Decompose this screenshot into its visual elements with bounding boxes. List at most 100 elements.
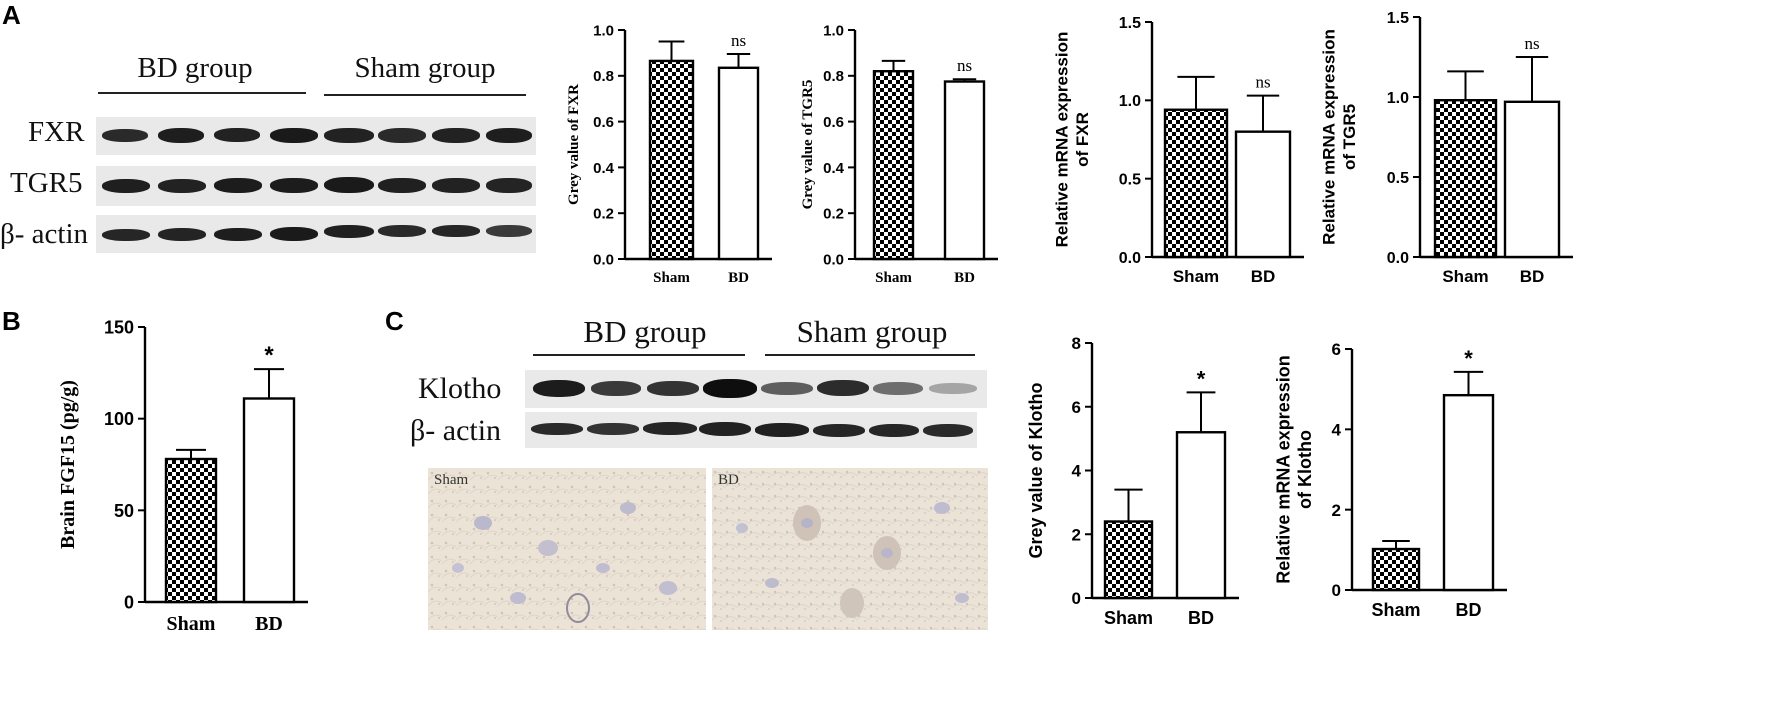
bar-chart-3: 0.0 0.5 1.0 1.5 Sham ns BD Relative mRNA expres… bbox=[1052, 15, 1304, 286]
micrograph-label: BD bbox=[718, 472, 739, 488]
panel-letter-b: B bbox=[2, 306, 21, 336]
band bbox=[432, 178, 480, 193]
band bbox=[324, 128, 374, 143]
bar-bd bbox=[717, 66, 760, 261]
bar-chart-1: 0.0 0.2 0.4 0.6 0.8 1.0 Sham ns BD Grey value of … bbox=[566, 22, 772, 286]
y-tick-label: 8 bbox=[1072, 334, 1081, 353]
group-label-bd: BD group bbox=[583, 314, 707, 349]
y-axis-label: Brain FGF15 (pg/g) bbox=[57, 380, 79, 549]
y-tick-label: 0.4 bbox=[593, 160, 615, 177]
band bbox=[587, 423, 639, 435]
x-category-label: Sham bbox=[875, 270, 912, 286]
y-axis-label-line: Relative mRNA expression bbox=[1319, 29, 1338, 245]
band bbox=[699, 422, 751, 436]
y-tick-label: 0.0 bbox=[1387, 250, 1409, 267]
band bbox=[378, 178, 426, 193]
bar-sham bbox=[164, 457, 218, 604]
micrograph-texture bbox=[428, 468, 706, 630]
y-tick-label: 1.0 bbox=[823, 22, 844, 39]
y-tick-label: 50 bbox=[114, 501, 134, 521]
blot-row-label-fxr: FXR bbox=[28, 116, 85, 148]
blot-row-label-klotho: Klotho bbox=[418, 372, 502, 405]
y-tick-label: 0.6 bbox=[593, 114, 614, 131]
x-category-label: Sham bbox=[1442, 267, 1488, 286]
y-tick-label: 4 bbox=[1072, 462, 1082, 481]
y-tick-label: 0.0 bbox=[1119, 250, 1141, 267]
bar-chart-2: 0.0 0.2 0.4 0.6 0.8 1.0 Sham ns BD Grey value of … bbox=[800, 22, 998, 286]
group-label-sham: Sham group bbox=[354, 52, 496, 84]
x-category-label: BD bbox=[954, 270, 975, 286]
y-axis-label-line: Relative mRNA expression bbox=[1052, 32, 1071, 248]
x-category-label: BD bbox=[1456, 600, 1482, 620]
band bbox=[432, 128, 480, 143]
y-tick-label: 0.6 bbox=[823, 114, 844, 131]
band bbox=[533, 380, 585, 397]
x-category-label: Sham bbox=[1173, 267, 1219, 286]
y-axis-label-line: of FXR bbox=[1073, 112, 1092, 167]
y-axis-label: Relative mRNA expressionof FXR bbox=[1052, 32, 1091, 248]
x-category-label: BD bbox=[255, 613, 283, 635]
y-tick-label: 0 bbox=[1332, 581, 1341, 600]
band bbox=[817, 380, 869, 396]
y-axis-label: Relative mRNA expressionof Klotho bbox=[1273, 355, 1315, 583]
x-category-label: BD bbox=[1251, 267, 1276, 286]
group-label-bd: BD group bbox=[137, 52, 253, 84]
significance-label: ns bbox=[1524, 34, 1539, 53]
y-tick-label: 2 bbox=[1332, 501, 1341, 520]
group-line-bd bbox=[533, 354, 745, 356]
band bbox=[102, 229, 150, 241]
bar-bd bbox=[1503, 100, 1561, 259]
y-axis-label-line: Grey value of Klotho bbox=[1026, 382, 1046, 558]
band bbox=[378, 128, 426, 143]
bar-bd bbox=[1175, 431, 1227, 600]
y-tick-label: 0.2 bbox=[823, 206, 844, 223]
blot-strip-tgr5 bbox=[96, 166, 536, 206]
y-axis-label: Grey value of TGR5 bbox=[800, 80, 816, 210]
band bbox=[270, 227, 318, 241]
y-axis-label-line: of Klotho bbox=[1295, 430, 1315, 509]
blot-strip-klotho bbox=[525, 370, 987, 408]
band bbox=[647, 381, 699, 396]
y-tick-label: 6 bbox=[1072, 398, 1081, 417]
y-axis-label-line: Grey value of FXR bbox=[566, 84, 582, 205]
y-tick-label: 0 bbox=[1072, 589, 1081, 608]
y-axis-label: Relative mRNA expressionof TGR5 bbox=[1319, 29, 1358, 245]
group-line-bd bbox=[98, 92, 306, 94]
micrograph-label: Sham bbox=[434, 472, 469, 488]
y-tick-label: 6 bbox=[1332, 340, 1341, 359]
group-line-sham bbox=[765, 354, 975, 356]
band bbox=[378, 225, 426, 237]
significance-label: * bbox=[1197, 366, 1206, 391]
y-tick-label: 4 bbox=[1332, 420, 1342, 439]
band bbox=[158, 228, 206, 241]
band bbox=[102, 179, 150, 193]
y-tick-label: 150 bbox=[104, 317, 134, 337]
bar-sham bbox=[1163, 108, 1229, 259]
x-category-label: BD bbox=[728, 270, 749, 286]
y-tick-label: 0.4 bbox=[823, 160, 845, 177]
band bbox=[761, 382, 813, 395]
y-tick-label: 0.5 bbox=[1119, 171, 1141, 188]
band bbox=[486, 128, 532, 143]
y-tick-label: 2 bbox=[1072, 525, 1081, 544]
micrograph-sham: Sham bbox=[428, 468, 706, 630]
band bbox=[270, 128, 318, 143]
bar-sham bbox=[1103, 520, 1154, 600]
x-category-label: BD bbox=[1520, 267, 1545, 286]
group-label-sham: Sham group bbox=[796, 314, 948, 349]
significance-label: * bbox=[264, 342, 274, 369]
band bbox=[813, 424, 865, 437]
significance-label: ns bbox=[1255, 73, 1270, 92]
band bbox=[158, 128, 204, 143]
blot-strip-actin bbox=[96, 215, 536, 253]
y-tick-label: 1.5 bbox=[1387, 10, 1409, 27]
band bbox=[432, 225, 480, 237]
band bbox=[214, 128, 260, 142]
band bbox=[591, 381, 641, 396]
band bbox=[869, 424, 919, 437]
micrograph-texture bbox=[712, 468, 988, 630]
y-axis-label-line: Brain FGF15 (pg/g) bbox=[57, 380, 79, 549]
y-tick-label: 1.0 bbox=[1387, 90, 1409, 107]
